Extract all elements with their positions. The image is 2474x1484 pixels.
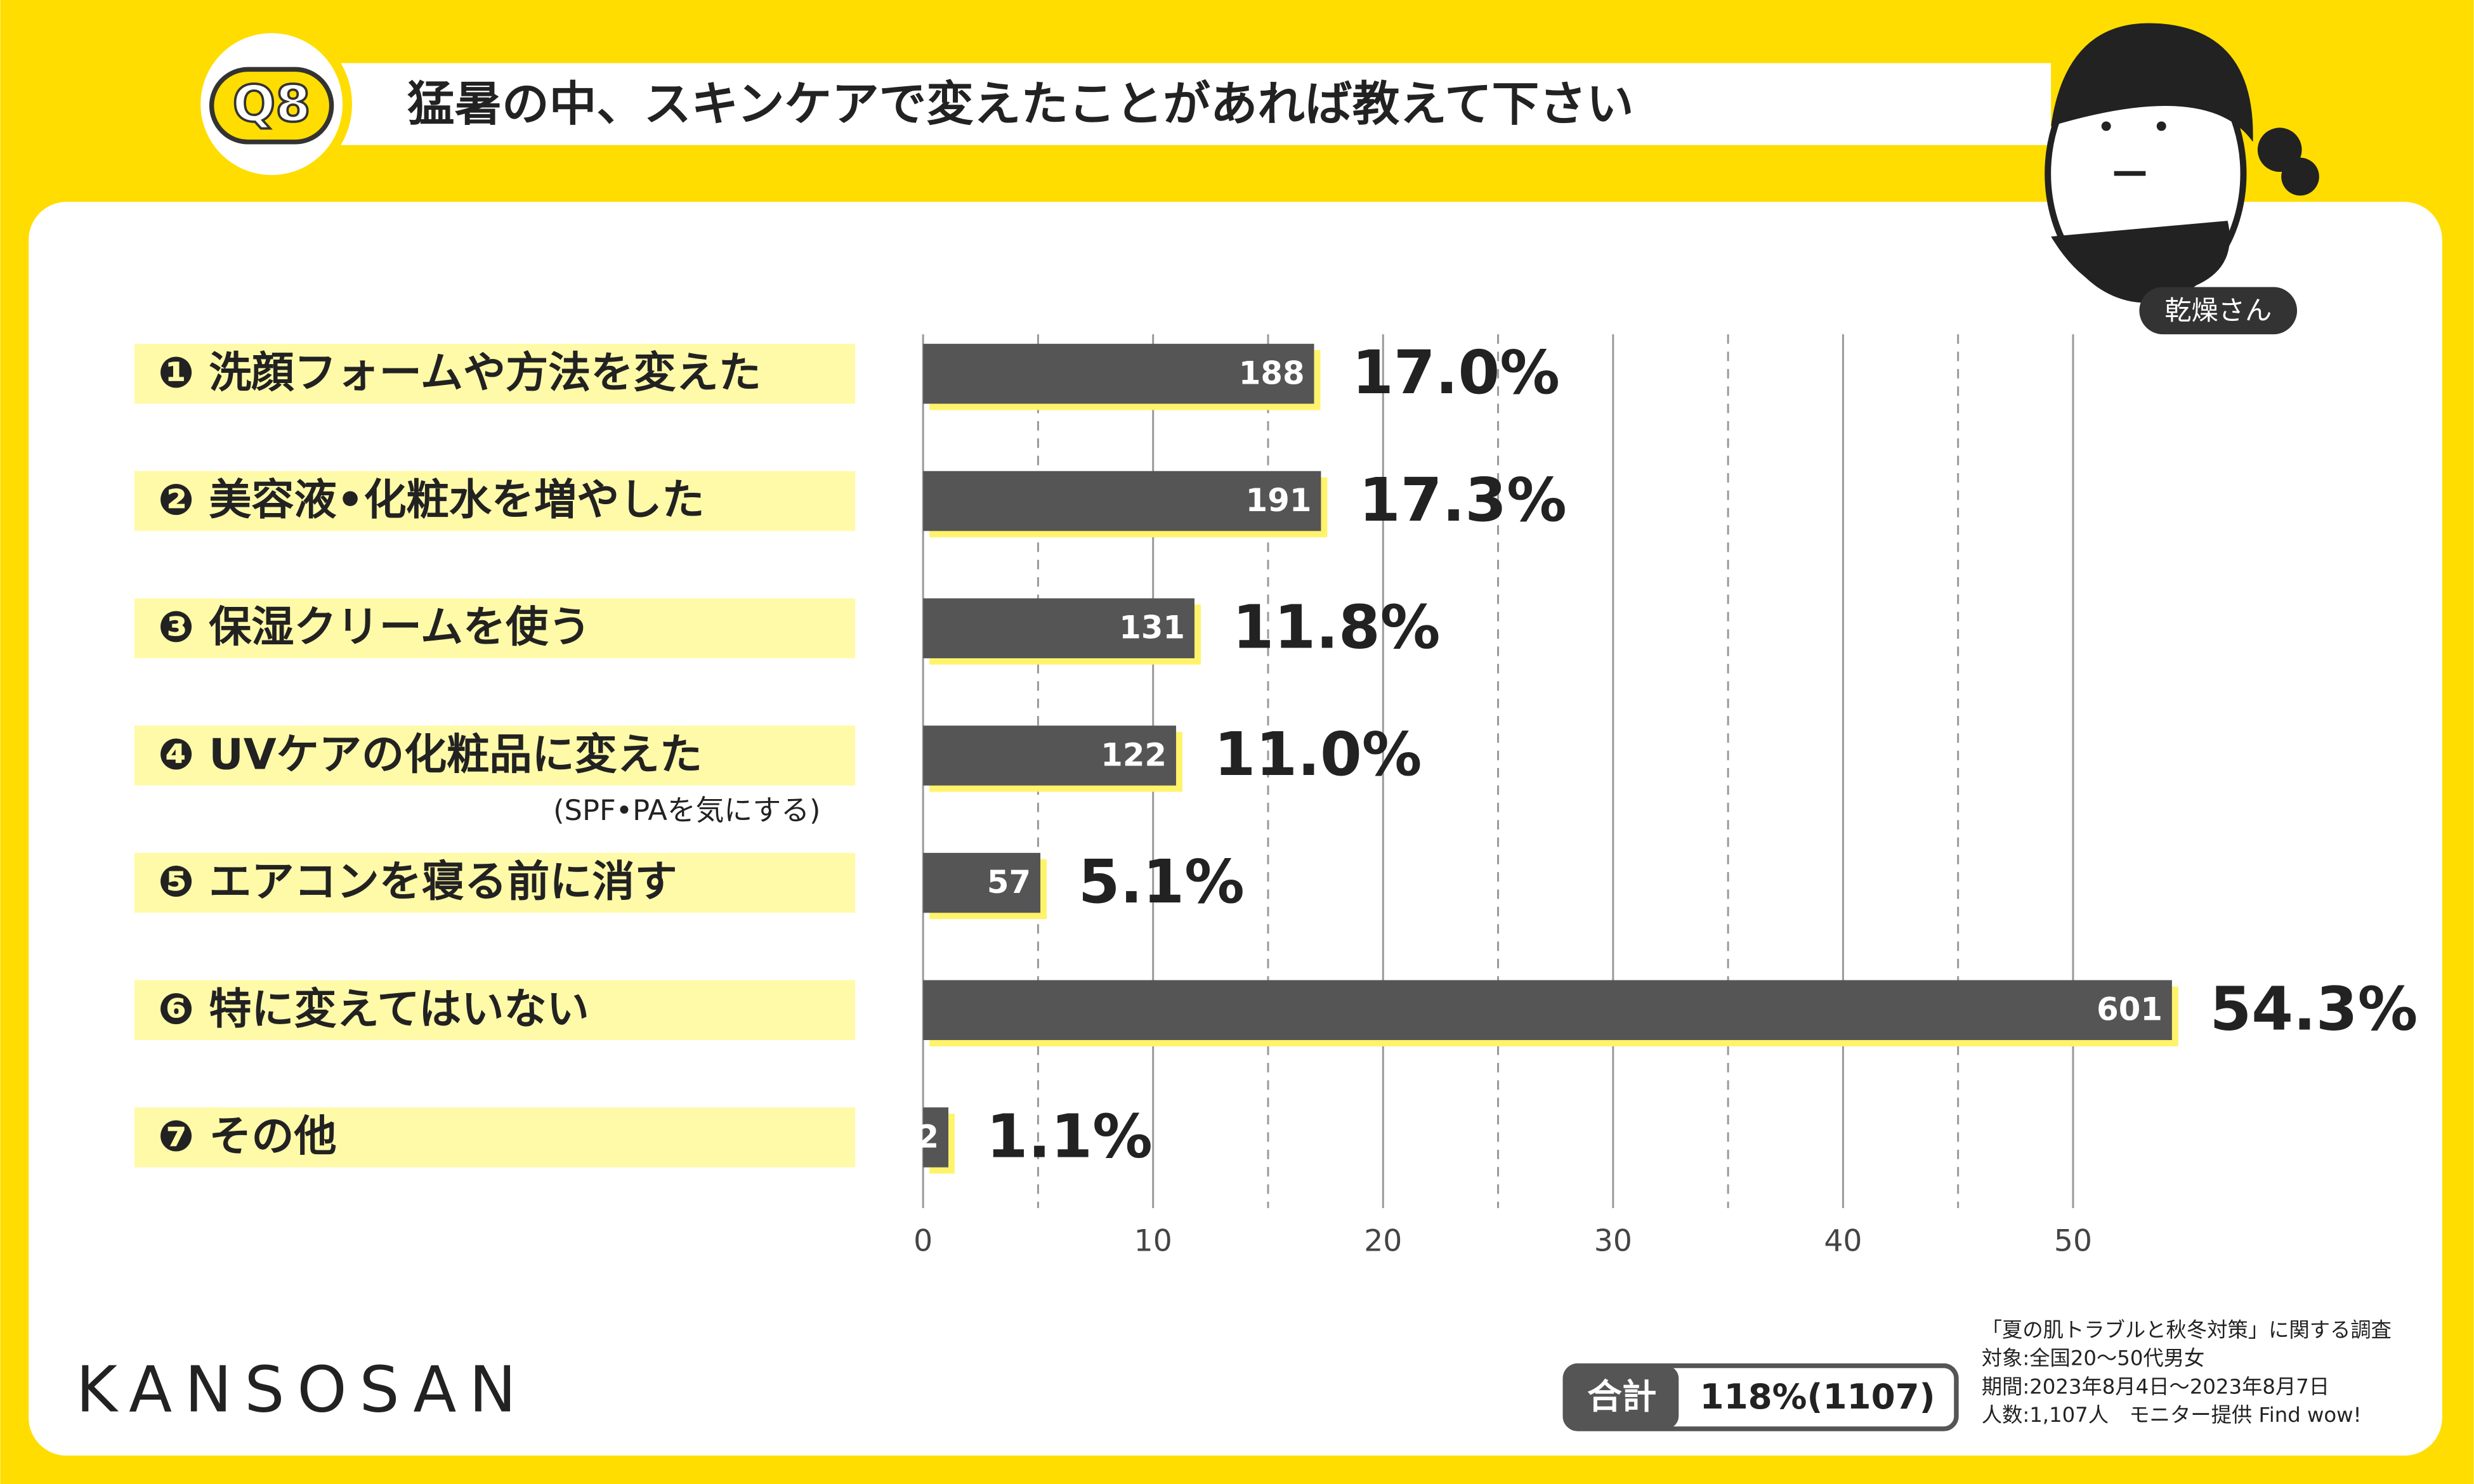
category-band [134, 598, 856, 658]
category-band [134, 726, 856, 786]
x-tick-label: 0 [913, 1224, 933, 1259]
bar [923, 598, 1194, 658]
count-label: 57 [987, 864, 1031, 901]
category-label: ❺ エアコンを寝る前に消す [158, 857, 677, 906]
note: 対象:全国20〜50代男女 [1982, 1346, 2205, 1370]
chart-title: 猛暑の中、スキンケアで変えたことがあれば教えて下さい [407, 77, 1633, 132]
bar [923, 344, 1314, 404]
category-band [134, 852, 856, 913]
category-band [134, 980, 856, 1040]
category-label: ❼ その他 [158, 1111, 337, 1161]
count-label: 188 [1239, 355, 1305, 391]
value-label: 17.0% [1352, 338, 1560, 408]
count-label: 131 [1119, 609, 1185, 646]
category-label: ❷ 美容液•化粧水を増やした [158, 475, 704, 524]
category-band [134, 471, 856, 531]
value-label: 17.3% [1359, 465, 1567, 535]
value-label: 54.3% [2210, 975, 2418, 1045]
character-tag [2139, 287, 2298, 335]
category-band [134, 1107, 856, 1168]
title-band [268, 63, 2052, 145]
note: 期間:2023年8月4日〜2023年8月7日 [1982, 1374, 2329, 1398]
count-label: 12 [895, 1118, 939, 1155]
bar [923, 1107, 949, 1168]
x-tick-label: 20 [1364, 1224, 1402, 1259]
badge-text: Q8 [233, 74, 311, 133]
value-label: 1.1% [986, 1102, 1153, 1171]
category-label: ❸ 保湿クリームを使う [158, 602, 591, 652]
note: 人数:1,107人 モニター提供 Find wow! [1982, 1403, 2362, 1427]
x-tick-label: 10 [1134, 1224, 1172, 1259]
x-tick-label: 50 [2054, 1224, 2092, 1259]
note: 「夏の肌トラブルと秋冬対策」に関する調査 [1982, 1318, 2392, 1342]
bar [923, 471, 1321, 531]
count-label: 601 [2097, 991, 2163, 1028]
value-label: 5.1% [1078, 847, 1245, 917]
value-label: 11.0% [1214, 720, 1422, 790]
value-label: 11.8% [1233, 593, 1441, 663]
bar [923, 852, 1041, 913]
total-value: 118%(1107) [1700, 1376, 1935, 1417]
count-label: 122 [1101, 736, 1167, 773]
bar [923, 980, 2172, 1040]
category-label: ❹ UVケアの化粧品に変えた [158, 729, 702, 779]
x-tick-label: 30 [1594, 1224, 1632, 1259]
total-label-bg [1565, 1365, 1679, 1429]
category-label: ❶ 洗顔フォームや方法を変えた [158, 348, 761, 397]
badge [209, 67, 334, 145]
bar [923, 726, 1176, 786]
category-note: (SPF•PAを気にする) [553, 793, 820, 827]
category-label: ❻ 特に変えてはいない [158, 984, 589, 1034]
brand: KANSOSAN [76, 1354, 529, 1427]
character-name: 乾燥さん [2164, 295, 2272, 326]
category-band [134, 344, 856, 404]
total-label: 合計 [1587, 1376, 1656, 1417]
count-label: 191 [1246, 482, 1312, 519]
x-tick-label: 40 [1824, 1224, 1862, 1259]
